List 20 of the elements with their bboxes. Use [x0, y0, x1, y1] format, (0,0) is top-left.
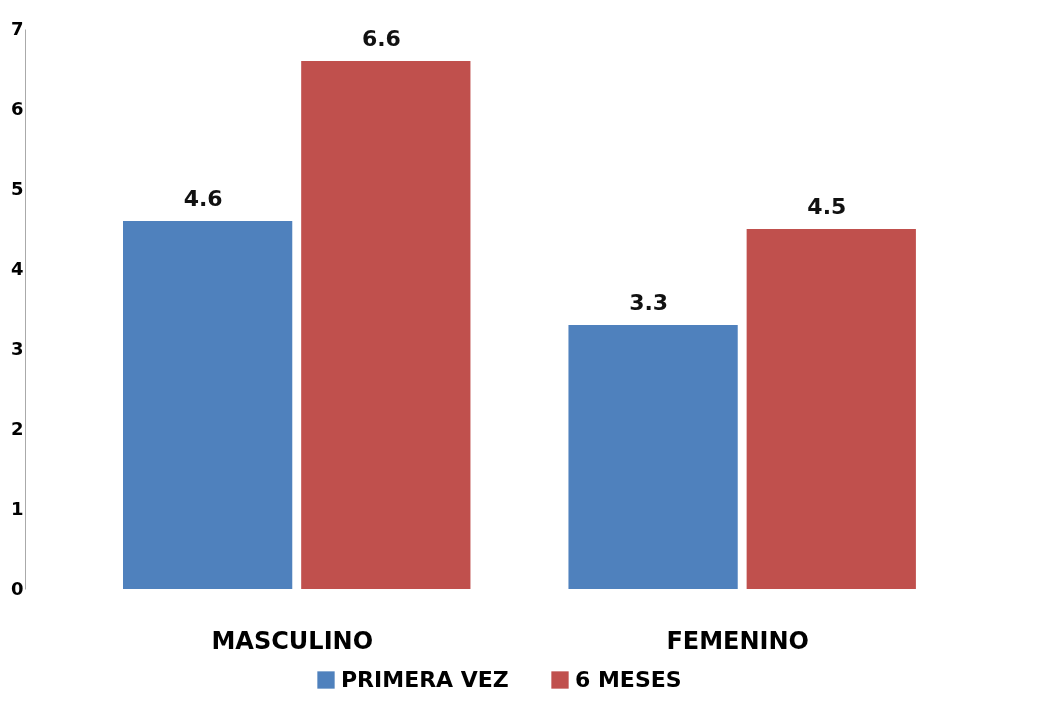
y-tick-label: 6 [10, 97, 24, 119]
x-tick-label: MASCULINO [211, 626, 374, 655]
y-tick-label: 3 [10, 337, 24, 359]
data-label: 4.5 [807, 194, 847, 219]
legend-label: 6 MESES [575, 667, 682, 692]
data-label: 6.6 [361, 26, 401, 51]
bar [301, 61, 471, 589]
y-tick-label: 1 [10, 497, 24, 519]
legend-label: PRIMERA VEZ [341, 667, 509, 692]
x-tick-label: FEMENINO [666, 626, 810, 655]
bar [568, 325, 738, 589]
bar [123, 221, 293, 589]
y-tick-label: 7 [10, 17, 24, 39]
y-tick-label: 2 [10, 417, 24, 439]
y-tick-label: 0 [10, 577, 24, 599]
data-label: 3.3 [629, 290, 669, 315]
bar [746, 229, 916, 589]
data-label: 4.6 [183, 186, 223, 211]
y-tick-label: 5 [10, 177, 24, 199]
y-tick-label: 4 [10, 257, 24, 279]
